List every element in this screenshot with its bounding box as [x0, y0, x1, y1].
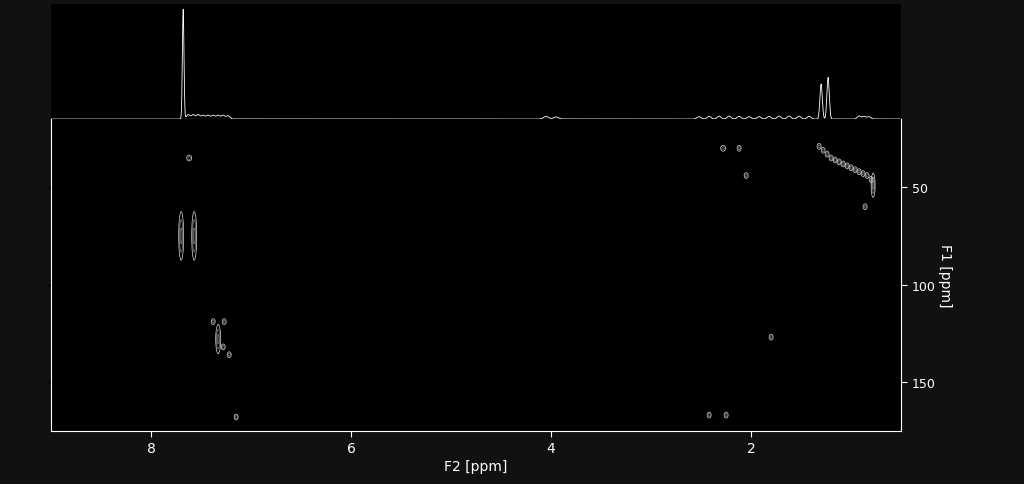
- Y-axis label: F1 [ppm]: F1 [ppm]: [938, 243, 952, 307]
- X-axis label: F2 [ppm]: F2 [ppm]: [444, 459, 508, 473]
